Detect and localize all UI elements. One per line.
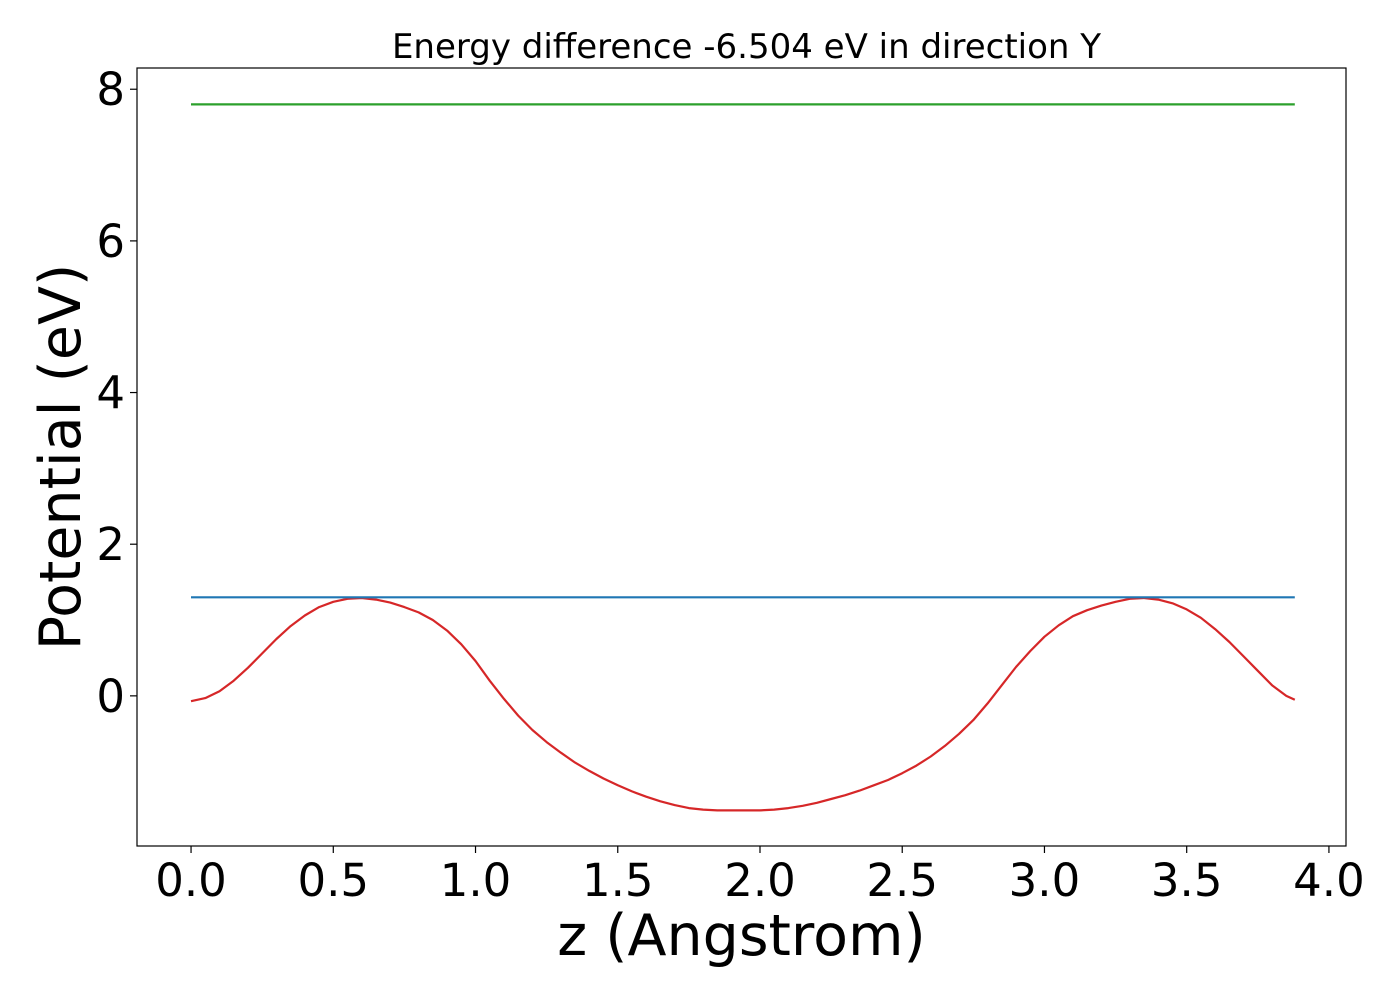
x-tick-label: 0.0	[155, 854, 227, 907]
series-layer	[190, 103, 1296, 812]
y-tick-label: 0	[96, 670, 125, 723]
x-tick-label: 1.5	[582, 854, 654, 907]
y-tick-label: 6	[96, 215, 125, 268]
x-tick-label: 0.5	[297, 854, 369, 907]
y-tick-label: 8	[96, 63, 125, 116]
plot-area-frame	[136, 67, 1347, 847]
x-tick-label: 4.0	[1293, 854, 1365, 907]
x-tick-label: 2.0	[724, 854, 796, 907]
y-axis-title: Potential (eV)	[28, 264, 94, 650]
y-axis: 0 2 4 6 8	[96, 63, 137, 723]
y-tick-label: 2	[96, 518, 125, 571]
x-tick-label: 3.5	[1151, 854, 1223, 907]
x-axis-title: z (Angstrom)	[557, 903, 925, 969]
series-line-1	[190, 596, 1296, 812]
x-axis: 0.0 0.5 1.0 1.5 2.0 2.5 3.0 3.5 4.0	[155, 846, 1365, 907]
x-tick-label: 3.0	[1009, 854, 1081, 907]
x-tick-label: 2.5	[866, 854, 938, 907]
y-tick-label: 4	[96, 367, 125, 420]
chart-title: Energy difference -6.504 eV in direction…	[392, 27, 1101, 67]
x-tick-label: 1.0	[440, 854, 512, 907]
